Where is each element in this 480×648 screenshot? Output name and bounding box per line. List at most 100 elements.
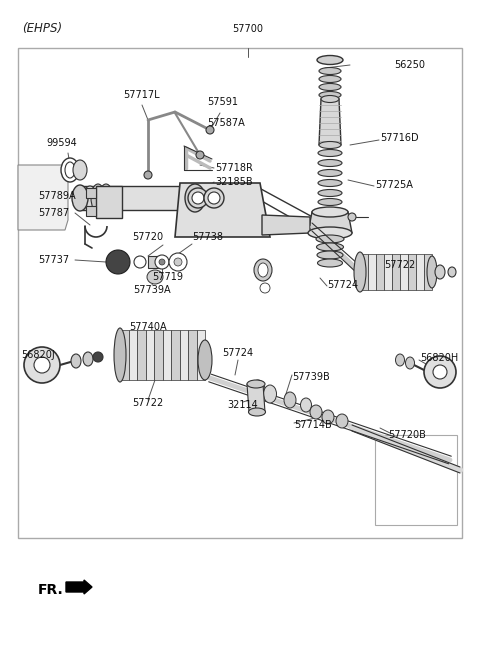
Ellipse shape [204,188,224,208]
Text: 99594: 99594 [47,138,77,148]
Text: 57720B: 57720B [388,430,426,440]
Ellipse shape [319,84,341,91]
Ellipse shape [322,410,334,424]
Ellipse shape [310,405,322,419]
Circle shape [174,258,182,266]
Ellipse shape [249,408,265,416]
Bar [129,330,137,380]
Text: FR.: FR. [38,583,64,597]
Text: 57722: 57722 [384,260,415,270]
Ellipse shape [319,76,341,82]
Ellipse shape [317,56,343,65]
Bar [86,188,96,198]
Ellipse shape [319,67,341,75]
Ellipse shape [188,188,208,208]
Ellipse shape [354,252,366,292]
Bar [376,254,384,290]
Bar [145,330,154,380]
Circle shape [159,259,165,265]
Text: 57739A: 57739A [133,285,171,295]
Circle shape [106,250,130,274]
Circle shape [169,253,187,271]
Bar [375,435,457,525]
Ellipse shape [318,189,342,196]
Circle shape [134,256,146,268]
Ellipse shape [435,265,445,279]
Bar [416,254,424,290]
Bar [424,254,432,290]
Bar [171,330,180,380]
Text: 57789A: 57789A [38,191,76,201]
Text: 57737: 57737 [38,255,69,265]
Ellipse shape [406,357,415,369]
Text: 57700: 57700 [232,24,264,34]
FancyArrow shape [66,580,92,594]
Circle shape [24,347,60,383]
Text: 57722: 57722 [132,398,164,408]
Ellipse shape [254,259,272,281]
Circle shape [424,356,456,388]
Ellipse shape [319,91,341,98]
Ellipse shape [65,162,75,178]
Ellipse shape [317,251,343,259]
Polygon shape [175,183,270,237]
Text: 56250: 56250 [394,60,425,70]
Circle shape [260,283,270,293]
Text: 57724: 57724 [222,348,253,358]
Text: (EHPS): (EHPS) [22,22,62,35]
Circle shape [196,151,204,159]
Bar [384,254,392,290]
Text: 32114: 32114 [228,400,258,410]
Ellipse shape [312,207,348,217]
Ellipse shape [336,414,348,428]
Ellipse shape [318,150,342,157]
Text: 57720: 57720 [132,232,163,242]
Ellipse shape [317,259,343,267]
Circle shape [93,352,103,362]
Text: 32185B: 32185B [215,177,252,187]
Ellipse shape [448,267,456,277]
Polygon shape [262,215,310,235]
Bar [148,256,160,268]
Bar [188,330,196,380]
Text: 57587A: 57587A [207,118,245,128]
Ellipse shape [83,186,97,210]
Text: 56820J: 56820J [21,350,55,360]
Ellipse shape [83,352,93,366]
Ellipse shape [318,159,342,167]
Ellipse shape [316,235,344,243]
Bar [163,330,171,380]
Ellipse shape [73,160,87,180]
Text: 57738: 57738 [192,232,223,242]
Ellipse shape [318,170,342,176]
Text: 57787: 57787 [38,208,69,218]
Ellipse shape [316,243,344,251]
Ellipse shape [61,158,79,182]
Ellipse shape [71,354,81,368]
Ellipse shape [251,380,265,400]
Ellipse shape [396,354,405,366]
Ellipse shape [72,185,88,211]
Bar [154,330,163,380]
Text: 57718R: 57718R [215,163,253,173]
Ellipse shape [319,141,341,148]
Bar [392,254,400,290]
Text: 57739B: 57739B [292,372,330,382]
Circle shape [144,171,152,179]
Circle shape [348,213,356,221]
Bar [137,330,145,380]
Bar [120,330,129,380]
Ellipse shape [198,340,212,380]
Circle shape [34,357,50,373]
Polygon shape [18,165,68,230]
Ellipse shape [192,192,204,204]
Bar [18,48,462,538]
Ellipse shape [185,184,205,212]
Ellipse shape [247,380,265,388]
Ellipse shape [308,227,352,239]
Polygon shape [319,99,341,145]
Text: 57717L: 57717L [124,90,160,100]
Bar [408,254,416,290]
Circle shape [433,365,447,379]
Ellipse shape [208,192,220,204]
